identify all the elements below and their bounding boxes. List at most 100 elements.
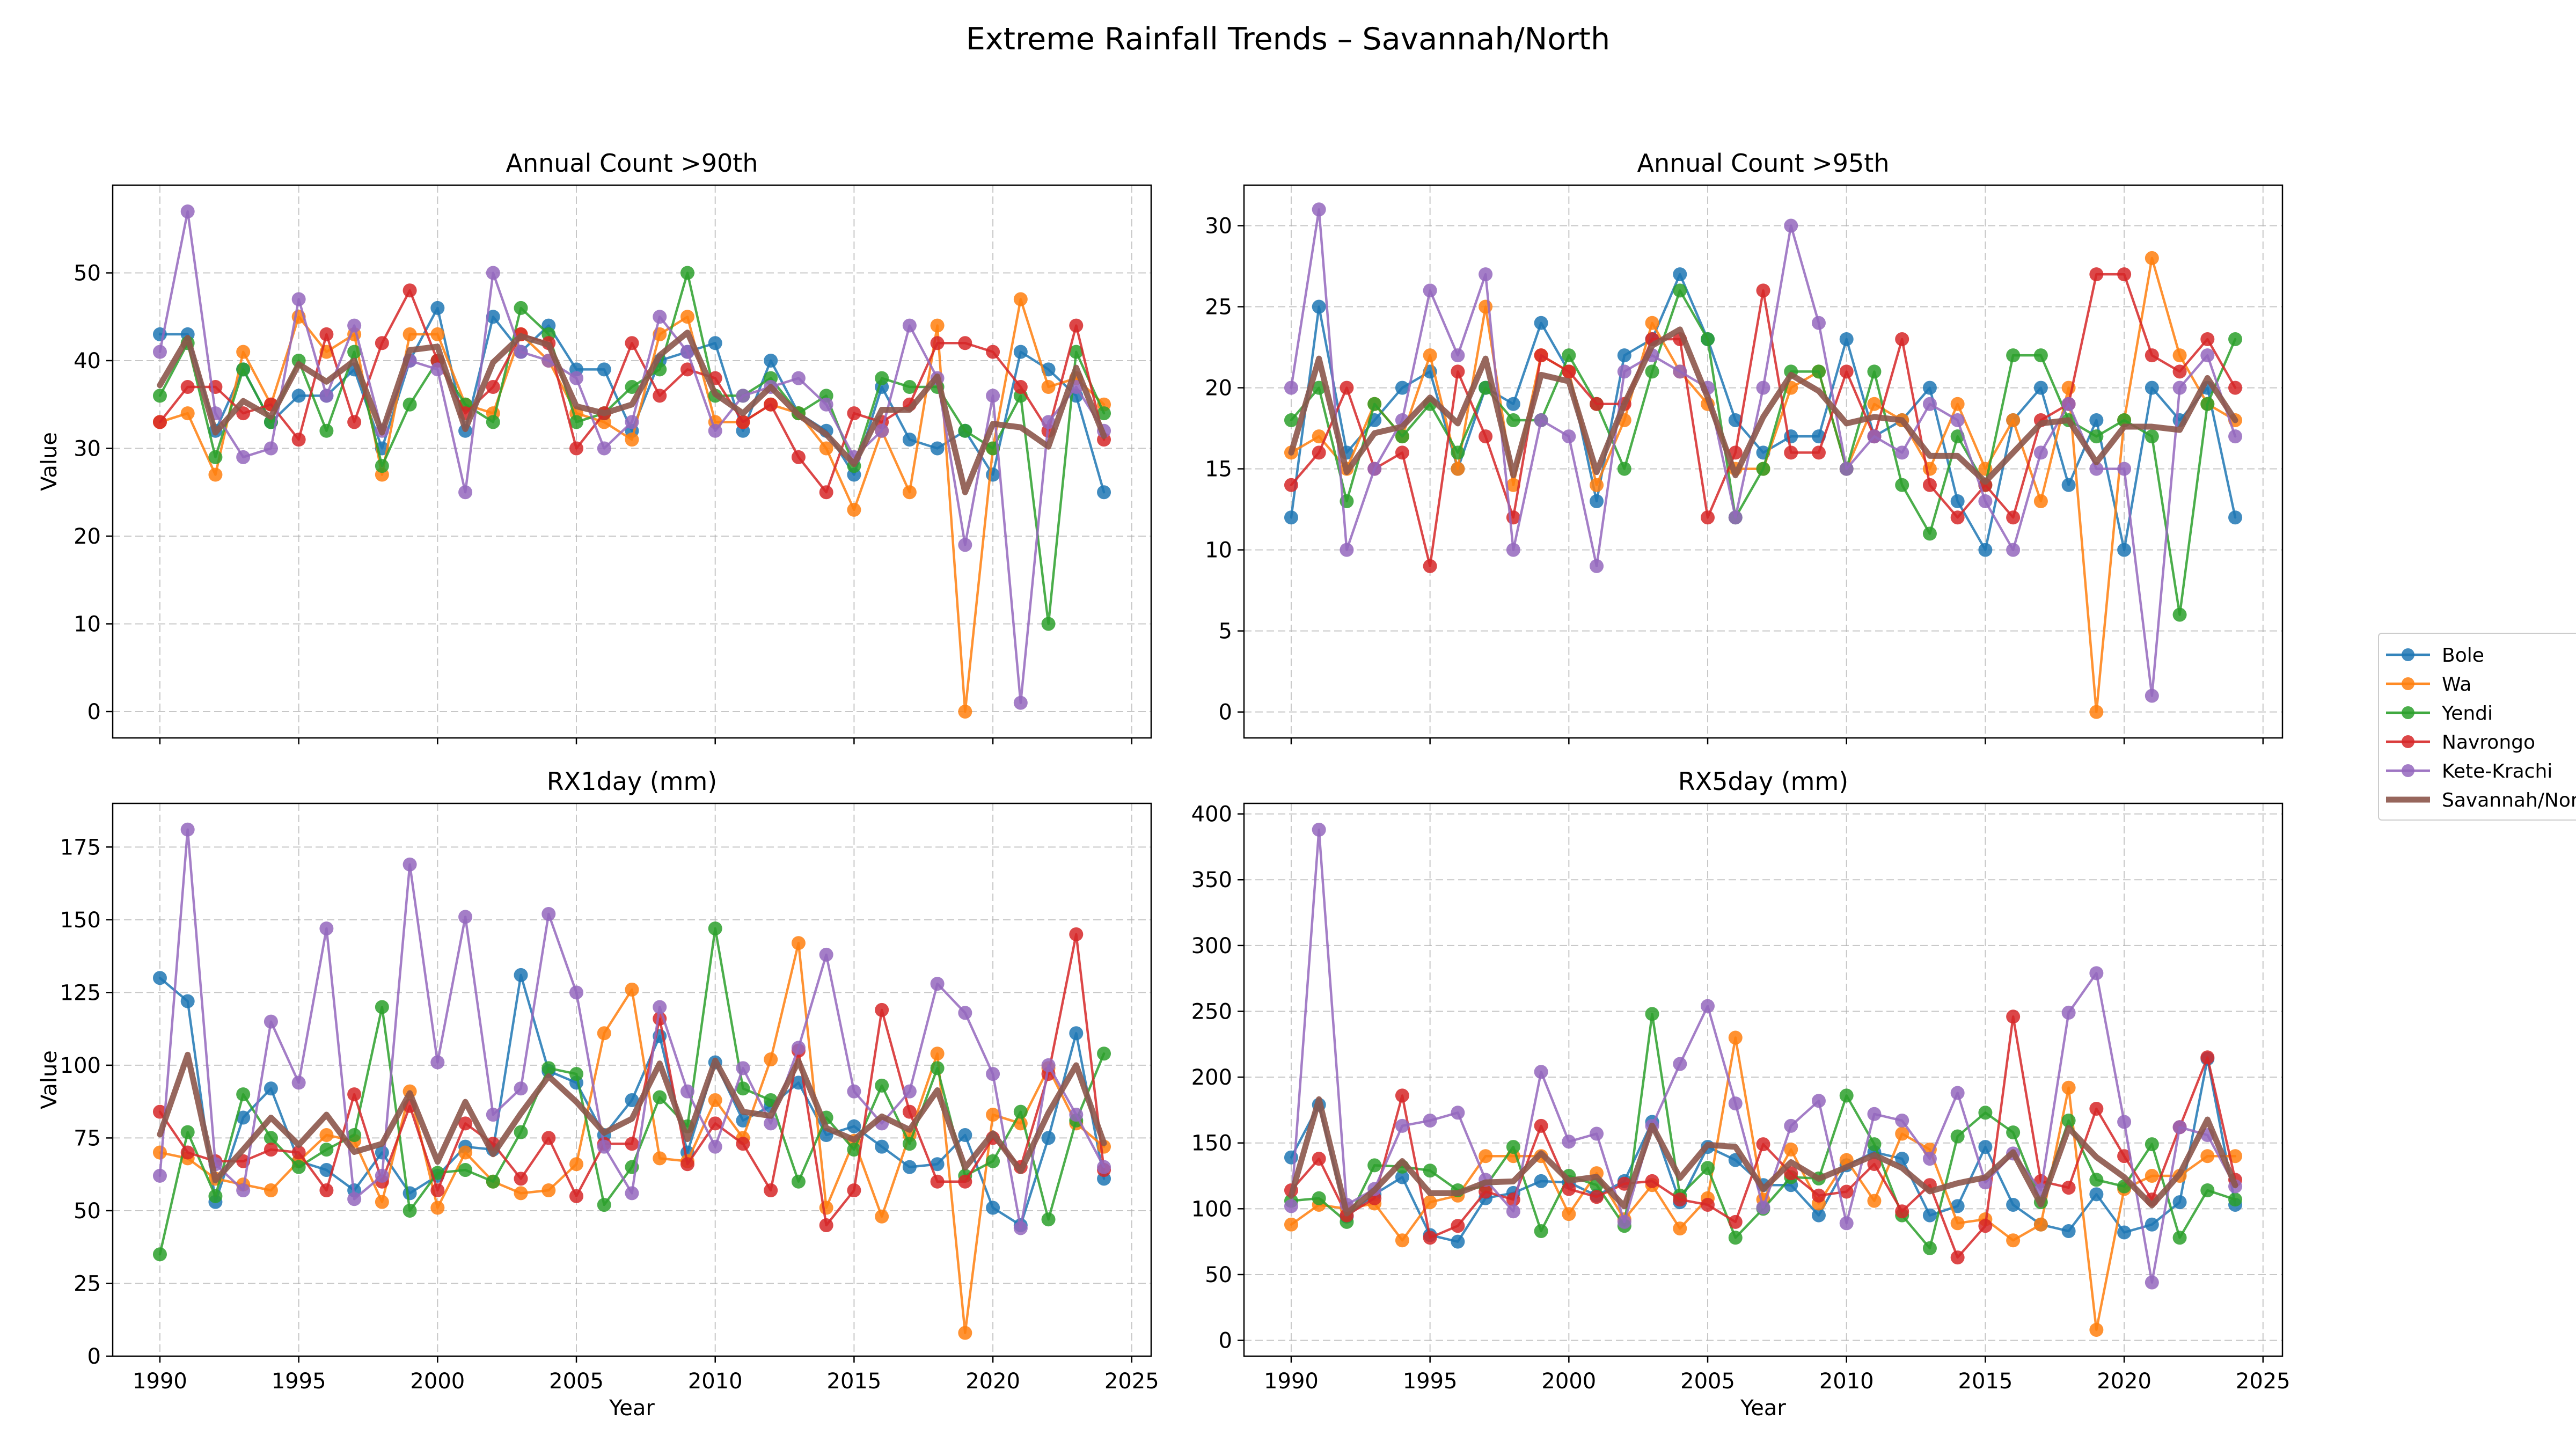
data-point xyxy=(1534,316,1548,330)
series-line xyxy=(1288,1096,2238,1217)
data-point xyxy=(1395,1088,1409,1103)
data-point xyxy=(653,1090,667,1104)
data-point xyxy=(1562,1207,1576,1221)
data-point xyxy=(2200,348,2215,363)
data-point xyxy=(2061,1005,2076,1020)
legend-marker xyxy=(2402,735,2414,748)
data-point xyxy=(902,318,917,333)
series-yendi xyxy=(152,921,1111,1262)
data-point xyxy=(1534,1065,1548,1079)
data-point xyxy=(2089,413,2104,427)
data-point xyxy=(1950,1199,1965,1213)
data-point xyxy=(1895,445,1909,460)
data-point xyxy=(875,1078,889,1093)
data-point xyxy=(1784,445,1798,460)
panel-title: RX5day (mm) xyxy=(1678,767,1849,796)
data-point xyxy=(764,1052,778,1067)
data-point xyxy=(458,1116,473,1131)
data-point xyxy=(1867,364,1882,379)
series-kete-krachi xyxy=(152,204,1111,710)
data-point xyxy=(680,362,694,377)
legend-marker xyxy=(2402,648,2414,661)
data-point xyxy=(2061,1114,2076,1128)
data-point xyxy=(1479,1184,1493,1199)
data-point xyxy=(958,423,972,438)
legend-label: Wa xyxy=(2442,674,2471,696)
data-point xyxy=(847,1119,861,1133)
y-tick-label: 20 xyxy=(74,524,101,549)
data-point xyxy=(375,336,389,350)
data-point xyxy=(708,336,722,350)
x-tick-label: 2010 xyxy=(688,1369,743,1394)
data-point xyxy=(208,467,223,482)
data-point xyxy=(791,1174,806,1189)
panel-rx1day-mm: 1990 1995 2000 2005 2010 2015 2020 2025 0 25 50 75 1… xyxy=(37,767,1159,1421)
data-point xyxy=(1069,1026,1084,1041)
data-point xyxy=(236,1087,251,1102)
data-point xyxy=(653,1151,667,1166)
data-point xyxy=(2117,1149,2132,1163)
legend-item-yendi: Yendi xyxy=(2386,702,2493,724)
data-point xyxy=(1950,1086,1965,1100)
data-point xyxy=(1867,397,1882,411)
data-point xyxy=(958,1174,972,1189)
data-point xyxy=(1041,1212,1056,1227)
data-point xyxy=(1811,364,1826,379)
data-point xyxy=(1950,413,1965,427)
data-point xyxy=(1013,292,1028,306)
data-point xyxy=(1506,478,1520,492)
data-point xyxy=(1728,445,1743,460)
data-point xyxy=(847,1084,861,1099)
data-point xyxy=(1097,406,1111,421)
data-point xyxy=(1340,543,1354,557)
y-tick-label: 75 xyxy=(74,1126,101,1151)
data-point xyxy=(1451,364,1465,379)
data-point xyxy=(902,1137,917,1151)
y-tick-label: 30 xyxy=(1205,214,1232,239)
data-point xyxy=(1069,345,1084,359)
series-kete-krachi xyxy=(152,822,1111,1235)
data-point xyxy=(736,1081,750,1096)
data-point xyxy=(402,1203,417,1218)
data-point xyxy=(2033,494,2048,509)
data-point xyxy=(541,1131,556,1145)
data-point xyxy=(402,327,417,341)
figure-title: Extreme Rainfall Trends – Savannah/North xyxy=(966,21,1610,57)
data-point xyxy=(430,1201,445,1215)
data-point xyxy=(902,1160,917,1174)
data-point xyxy=(264,1183,278,1197)
data-point xyxy=(1534,348,1548,363)
data-point xyxy=(319,921,334,936)
x-axis-label: Year xyxy=(609,1396,655,1421)
x-tick-label: 1995 xyxy=(1403,1369,1458,1394)
data-point xyxy=(569,1067,584,1081)
data-point xyxy=(486,415,500,429)
data-point xyxy=(1534,1118,1548,1133)
data-point xyxy=(514,1172,528,1186)
data-point xyxy=(736,389,750,403)
data-point xyxy=(180,204,195,219)
data-point xyxy=(1950,397,1965,411)
data-point xyxy=(264,1143,278,1157)
data-point xyxy=(1950,510,1965,525)
legend-item-wa: Wa xyxy=(2386,674,2471,696)
data-point xyxy=(2200,332,2215,346)
data-point xyxy=(1367,397,1382,411)
data-point xyxy=(1922,526,1937,541)
data-point xyxy=(625,1093,639,1107)
series-wa xyxy=(1284,251,2243,719)
data-point xyxy=(1728,413,1743,427)
legend-marker xyxy=(2402,677,2414,690)
data-point xyxy=(1312,823,1326,837)
data-point xyxy=(1423,1163,1437,1178)
series-navrongo xyxy=(1284,267,2243,573)
data-point xyxy=(264,1081,278,1096)
data-point xyxy=(1728,510,1743,525)
data-point xyxy=(1728,1030,1743,1045)
data-point xyxy=(2145,429,2159,444)
data-point xyxy=(2006,348,2021,363)
y-tick-label: 20 xyxy=(1205,376,1232,401)
data-point xyxy=(208,1189,223,1203)
data-point xyxy=(2089,462,2104,476)
data-point xyxy=(2145,689,2159,703)
